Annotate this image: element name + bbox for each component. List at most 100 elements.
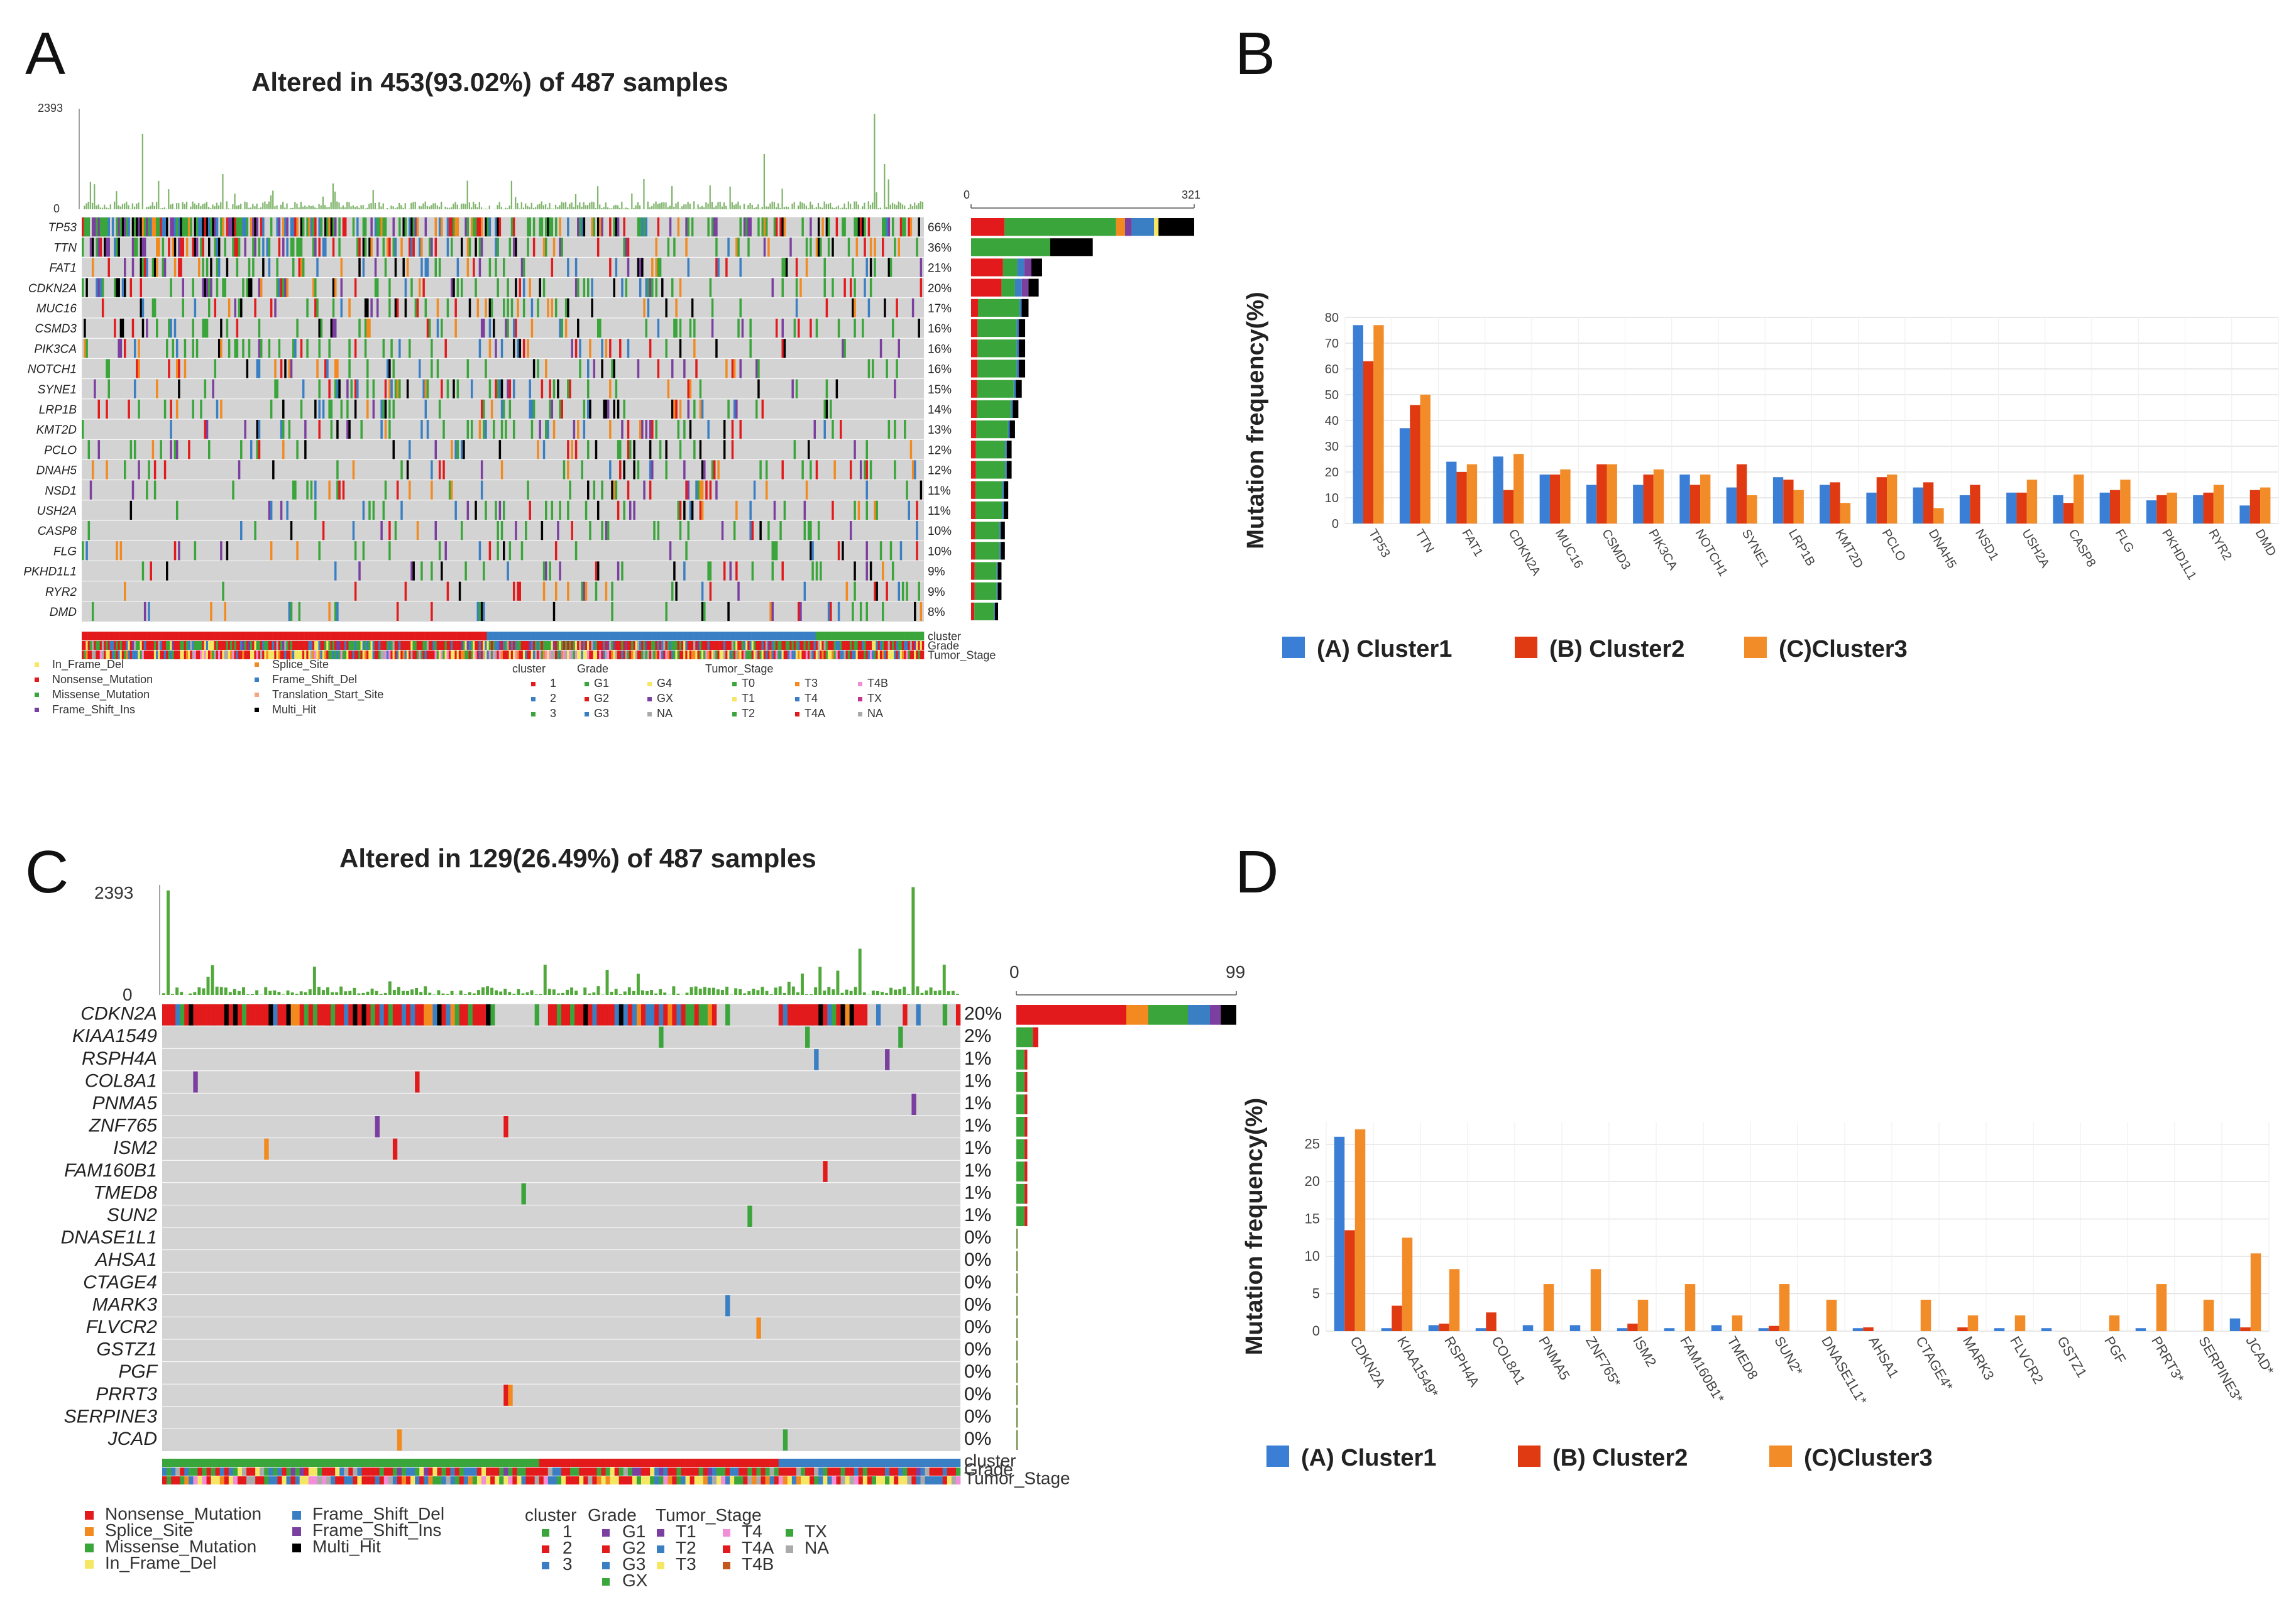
annotation-cell [111,641,114,650]
annotation-cell [820,650,822,659]
mutation-cell [641,258,644,277]
mutation-cell [865,258,868,277]
gene-bar-segment [1011,400,1013,418]
annotation-cell [865,641,868,650]
annotation-cell [374,632,377,640]
mutation-cell [539,420,541,439]
legend-swatch [602,1562,610,1569]
mutation-cell [454,440,457,459]
mutation-cell [886,217,888,237]
mutation-cell [334,359,337,378]
mutation-cell [579,339,581,358]
annotation-cell [885,1476,890,1484]
annotation-cell [655,650,657,659]
annotation-cell [519,650,522,659]
mutation-cell [219,1004,225,1026]
mutation-cell [781,319,784,338]
annotation-cell [832,641,834,650]
tmb-bar [353,987,356,995]
tmb-bar [774,987,777,995]
mutation-cell [801,217,804,237]
annotation-cell [410,641,413,650]
mutation-cell [220,541,222,561]
annotation-cell [855,650,859,659]
mutation-cell [454,298,457,317]
mutation-cell [847,238,850,257]
tmb-bar [119,206,121,209]
annotation-cell [725,1476,730,1484]
tmb-bar [810,994,813,995]
tmb-bar [654,993,658,995]
annotation-cell [498,641,502,650]
mutation-cell [280,420,283,439]
tmb-bar [290,992,294,995]
annotation-cell [587,641,590,650]
gene-bar-segment [971,501,976,519]
mutation-cell [854,561,856,581]
mutation-cell [282,1004,287,1026]
annotation-cell [324,641,327,650]
annotation-cell [416,641,419,650]
gene-bar-segment [1016,1161,1025,1182]
annotation-cell [803,641,806,650]
annotation-cell [153,632,157,640]
mutation-cell [611,480,613,500]
tmb-bar [613,205,615,209]
tmb-bar [632,990,635,995]
bar-3 [1793,490,1804,524]
annotation-cell [304,1476,309,1484]
tmb-bar [659,989,662,995]
bar-1 [1569,1325,1581,1331]
mutation-cell [404,581,407,601]
bar-1 [1679,475,1690,524]
gene-label: PIK3CA [34,343,77,356]
panel-a-tmb-histogram [79,109,924,209]
annotation-cell [654,1468,659,1476]
mutation-cell [583,217,586,237]
annotation-cell [791,1459,797,1467]
tmb-bar [322,196,324,209]
mutation-cell [380,420,383,439]
annotation-cell [729,641,732,650]
mutation-cell [376,217,379,237]
annotation-cell [639,650,642,659]
annotation-cell [208,650,211,659]
mutation-cell [579,359,581,378]
annotation-cell [138,641,140,650]
mutation-cell [89,480,92,500]
annotation-cell [214,632,217,640]
annotation-cell [765,632,768,640]
tmb-bar [274,206,276,209]
tmb-bar [370,203,372,209]
tmb-bar [382,203,384,209]
tmb-bar [476,207,478,209]
mutation-cell [166,339,168,358]
mutation-cell [645,278,648,297]
mutation-cell [645,319,648,338]
y-tick-label: 10 [1325,491,1339,505]
mutation-cell [559,319,561,338]
annotation-cell [322,650,325,659]
annotation-cell [561,1459,566,1467]
mutation-cell [244,420,246,439]
annotation-cell [202,632,204,640]
tmb-bar [441,202,442,209]
annotation-cell [835,650,838,659]
mutation-cell [901,581,904,601]
mutation-cell [398,379,401,398]
annotation-cell [334,641,337,650]
mutation-cell [751,521,754,540]
annotation-cell [437,1468,442,1476]
annotation-cell [871,1476,877,1484]
annotation-cell [625,632,628,640]
annotation-cell [685,632,688,640]
annotation-cell [236,641,239,650]
annotation-cell [689,1459,695,1467]
annotation-cell [552,1476,558,1484]
annotation-cell [711,641,714,650]
annotation-cell [468,1459,473,1467]
annotation-cell [230,632,233,640]
mutation-cell [238,460,241,480]
annotation-cell [233,1468,238,1476]
mutation-cell [545,238,547,257]
